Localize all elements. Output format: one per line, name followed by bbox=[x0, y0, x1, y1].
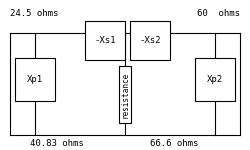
Text: 66.6 ohms: 66.6 ohms bbox=[150, 140, 198, 148]
Text: Xp2: Xp2 bbox=[207, 75, 223, 84]
Text: resistance: resistance bbox=[120, 71, 130, 118]
FancyBboxPatch shape bbox=[195, 58, 235, 100]
Text: 60  ohms: 60 ohms bbox=[197, 9, 240, 18]
FancyBboxPatch shape bbox=[130, 21, 170, 60]
Text: -Xs1: -Xs1 bbox=[94, 36, 116, 45]
FancyBboxPatch shape bbox=[119, 66, 131, 123]
Text: Xp1: Xp1 bbox=[27, 75, 43, 84]
Text: -Xs2: -Xs2 bbox=[139, 36, 161, 45]
FancyBboxPatch shape bbox=[15, 58, 55, 100]
Text: 24.5 ohms: 24.5 ohms bbox=[10, 9, 58, 18]
Text: 40.83 ohms: 40.83 ohms bbox=[30, 140, 84, 148]
FancyBboxPatch shape bbox=[85, 21, 125, 60]
